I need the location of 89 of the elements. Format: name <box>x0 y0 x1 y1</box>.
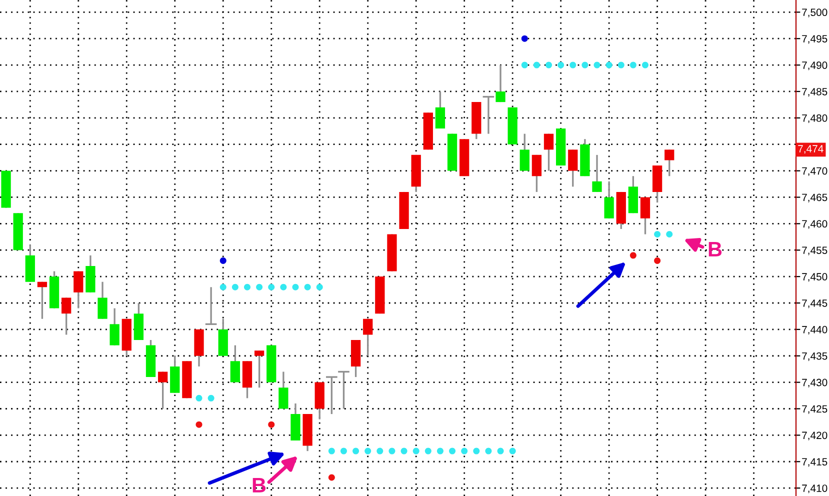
point <box>244 284 250 290</box>
y-tick-label: 7,410 <box>802 484 828 494</box>
point <box>485 448 492 454</box>
point <box>400 448 408 454</box>
point <box>654 257 661 264</box>
candlestick <box>604 180 614 220</box>
y-tick-label: 7,485 <box>802 88 828 97</box>
y-tick-label: 7,440 <box>802 326 828 335</box>
point <box>364 448 372 454</box>
point <box>304 284 311 290</box>
point <box>666 230 673 238</box>
point <box>268 284 275 290</box>
point <box>340 448 347 454</box>
candlestick <box>568 148 578 188</box>
candlestick <box>62 296 72 336</box>
point <box>196 421 202 428</box>
candlestick <box>74 270 84 310</box>
point <box>220 257 226 264</box>
point <box>546 62 552 68</box>
point <box>461 448 468 454</box>
y-tick-label: 7,430 <box>802 378 828 388</box>
point <box>352 448 360 454</box>
y-tick-label: 7,500 <box>802 8 828 18</box>
point <box>208 394 214 402</box>
point <box>594 62 600 68</box>
point <box>232 284 238 290</box>
candlestick <box>520 132 530 172</box>
point <box>328 448 335 454</box>
point <box>424 448 432 454</box>
y-tick-label: 7,465 <box>802 194 828 202</box>
point <box>630 252 636 259</box>
point <box>388 448 396 454</box>
point <box>436 448 444 454</box>
point <box>412 448 420 454</box>
point <box>473 448 480 454</box>
point <box>316 284 323 290</box>
y-tick-label: 7,425 <box>802 405 828 414</box>
candlestick <box>532 154 542 193</box>
y-tick-label: 7,470 <box>802 167 828 176</box>
point <box>509 448 516 454</box>
candlestick <box>254 350 264 388</box>
point <box>570 62 576 68</box>
point <box>280 284 287 290</box>
y-tick-label: 7,450 <box>802 273 828 282</box>
annotation: B <box>708 242 722 256</box>
candlestick <box>544 132 554 172</box>
annotation: B <box>252 478 266 492</box>
point <box>449 448 456 454</box>
candlestick <box>230 344 240 384</box>
y-tick-label: 7,445 <box>802 300 828 308</box>
candlestick <box>363 318 373 357</box>
candlestick <box>664 148 674 177</box>
point <box>196 394 202 402</box>
point <box>654 230 661 238</box>
point <box>521 62 528 68</box>
y-tick-label: 7,460 <box>802 220 828 229</box>
y-tick-label: 7,420 <box>802 432 828 440</box>
candlestick <box>37 281 48 320</box>
point <box>606 62 612 68</box>
point <box>618 62 624 68</box>
candlestick <box>640 196 650 236</box>
point <box>642 62 648 68</box>
y-tick-label: 7,490 <box>802 62 828 70</box>
point <box>497 448 504 454</box>
candlestick <box>158 370 168 410</box>
point <box>328 474 335 481</box>
candlestick <box>98 281 108 320</box>
candlestick <box>110 307 120 346</box>
candlestick <box>435 90 446 130</box>
point <box>558 62 564 68</box>
y-tick-label: 7,435 <box>802 352 828 361</box>
candlestick <box>278 370 288 410</box>
point <box>630 62 636 68</box>
point <box>521 35 528 42</box>
y-tick-label: 7,495 <box>802 35 828 44</box>
y-tick-label: 7,455 <box>802 246 828 256</box>
point <box>256 284 263 290</box>
candlestick <box>592 154 602 193</box>
point <box>292 284 299 290</box>
point <box>376 448 384 454</box>
point <box>533 62 540 68</box>
y-tick-label: 7,480 <box>802 114 828 124</box>
annotation: 7,474 <box>798 145 824 154</box>
point <box>220 284 226 290</box>
candlestick <box>326 376 338 415</box>
point <box>582 62 588 68</box>
candlestick <box>338 370 350 410</box>
y-tick-label: 7,415 <box>802 458 828 467</box>
point <box>268 421 275 428</box>
